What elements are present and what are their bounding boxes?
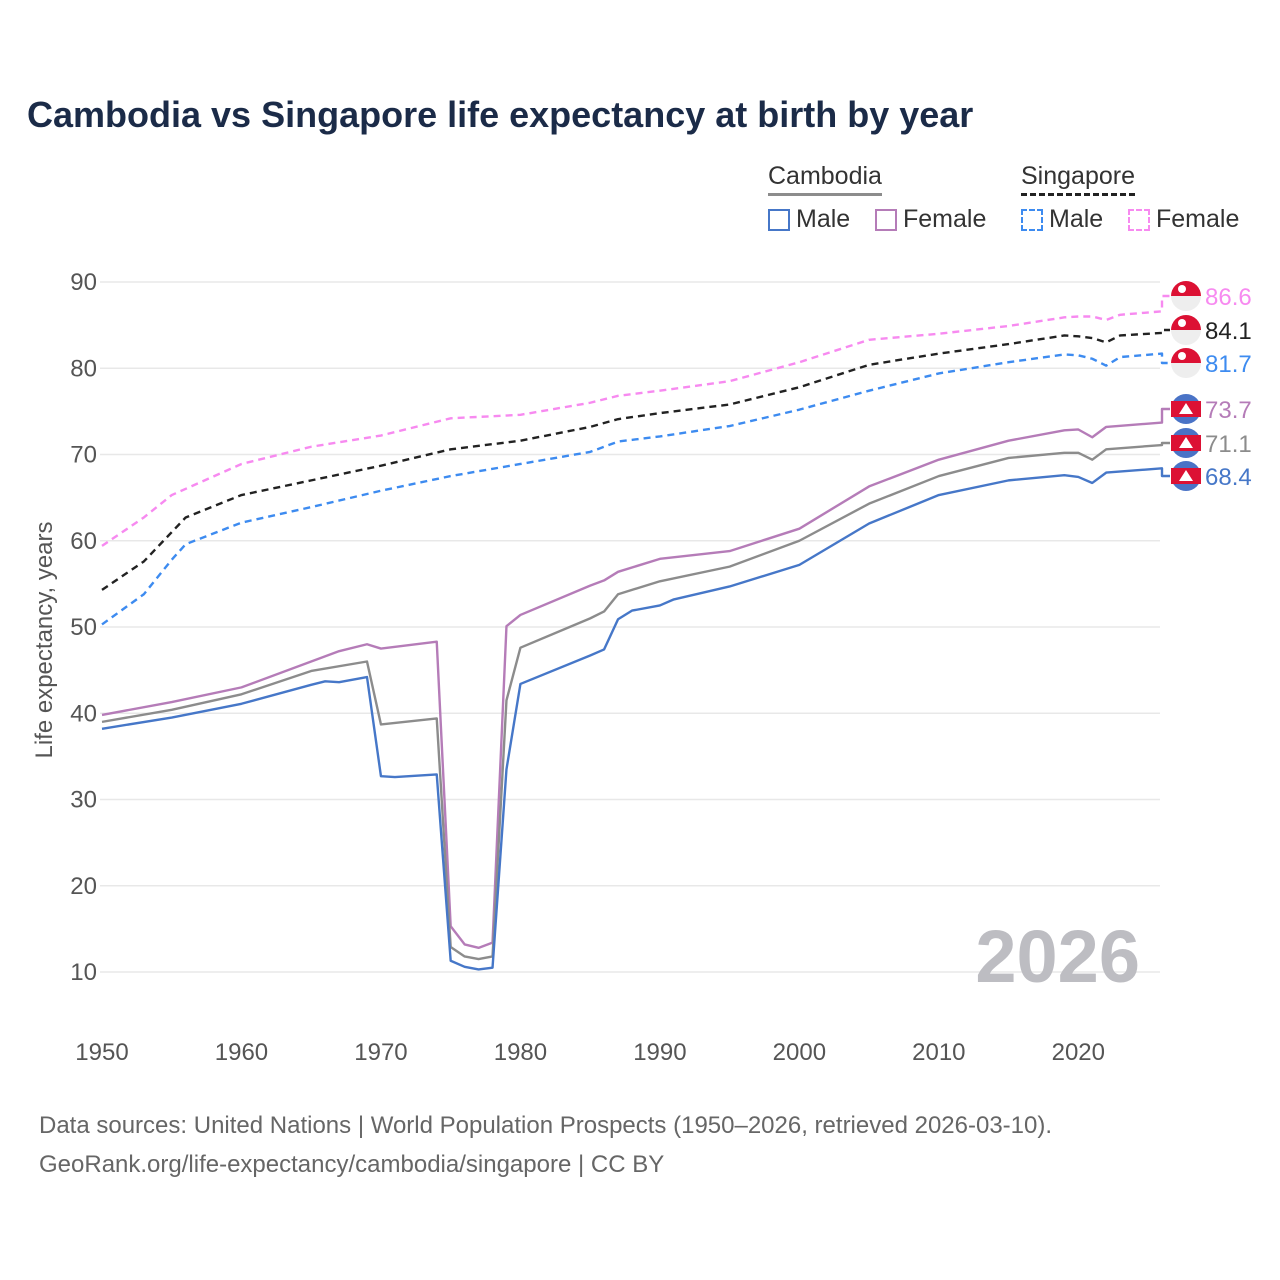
footer: Data sources: United Nations | World Pop… (39, 1106, 1052, 1184)
y-tick-label: 70 (70, 442, 97, 469)
singapore-flag-crescent (1178, 319, 1186, 327)
x-tick-label: 2010 (912, 1039, 965, 1066)
end-value-label: 84.1 (1205, 318, 1252, 345)
singapore-flag-red-half (1171, 281, 1201, 296)
legend-swatch (1128, 208, 1150, 231)
x-tick-label: 1990 (633, 1039, 686, 1066)
legend-group-cambodia: Cambodia (768, 162, 882, 196)
source-link[interactable]: GeoRank.org/life-expectancy/cambodia/sin… (39, 1151, 665, 1178)
x-tick-label: 1970 (354, 1039, 407, 1066)
y-tick-label: 60 (70, 528, 97, 555)
singapore-flag-crescent (1178, 352, 1186, 360)
singapore-flag-red-half (1171, 315, 1201, 330)
legend-label: Female (903, 205, 987, 233)
y-tick-label: 50 (70, 614, 97, 641)
legend-swatch (875, 208, 897, 231)
y-tick-label: 80 (70, 355, 97, 382)
y-tick-label: 90 (70, 269, 97, 296)
legend-item-cambodia-female: Female (875, 205, 986, 234)
end-value-label: 81.7 (1205, 351, 1252, 378)
y-tick-label: 30 (70, 787, 97, 814)
end-value-label: 86.6 (1205, 284, 1252, 311)
y-tick-label: 40 (70, 700, 97, 727)
end-value-label: 71.1 (1205, 431, 1252, 458)
legend-swatch (768, 208, 790, 231)
legend-swatch (1021, 208, 1043, 231)
x-tick-label: 1960 (215, 1039, 268, 1066)
legend-label: Male (1049, 205, 1104, 233)
cambodia-flag-temple (1179, 470, 1193, 481)
source-note: Data sources: United Nations | World Pop… (39, 1112, 1053, 1139)
cambodia-flag-temple (1179, 403, 1193, 414)
y-tick-label: 20 (70, 873, 97, 900)
cambodia-flag-temple (1179, 437, 1193, 448)
series-line-singapore (101, 328, 1170, 591)
legend-item-cambodia-male: Male (768, 205, 850, 234)
y-axis-label: Life expectancy, years (31, 521, 58, 758)
y-tick-label: 10 (70, 959, 97, 986)
x-tick-label: 1950 (75, 1039, 128, 1066)
series-line-cambodia-male (101, 467, 1170, 971)
series-line-singapore-male (101, 352, 1170, 626)
end-value-label: 73.7 (1205, 397, 1252, 424)
x-tick-label: 1980 (494, 1039, 547, 1066)
legend-group-singapore: Singapore (1021, 162, 1135, 196)
chart-title: Cambodia vs Singapore life expectancy at… (27, 94, 974, 135)
series-line-singapore-female (101, 294, 1170, 547)
legend-item-singapore-female: Female (1128, 205, 1239, 234)
x-tick-label: 2020 (1052, 1039, 1105, 1066)
x-tick-label: 2000 (773, 1039, 826, 1066)
legend-item-singapore-male: Male (1021, 205, 1103, 234)
singapore-flag-red-half (1171, 348, 1201, 363)
legend-label: Female (1156, 205, 1240, 233)
year-watermark: 2026 (975, 915, 1140, 998)
end-value-label: 68.4 (1205, 464, 1252, 491)
series-line-cambodia-female (101, 407, 1170, 950)
legend-label: Male (796, 205, 851, 233)
singapore-flag-crescent (1178, 285, 1186, 293)
series-line-cambodia (101, 441, 1170, 961)
